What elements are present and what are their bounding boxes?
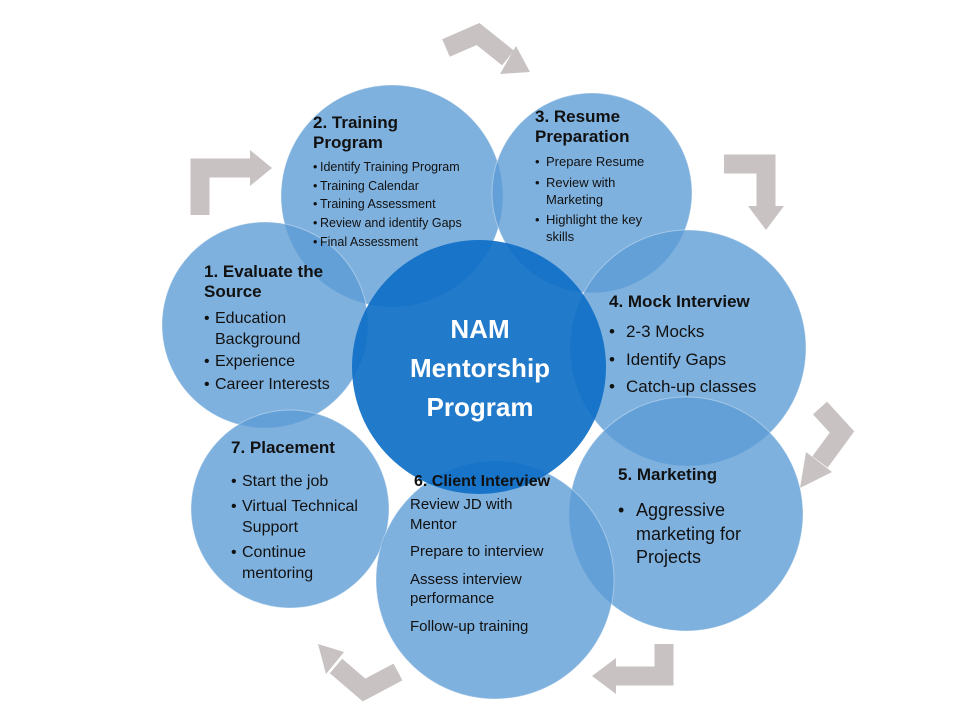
step-placement: 7. Placement Start the job Virtual Techn…: [231, 438, 391, 584]
step-evaluate-title: 1. Evaluate the Source: [204, 262, 354, 303]
center-title-line1: NAM: [380, 310, 580, 349]
list-item: Follow-up training: [410, 617, 590, 637]
step-client-title: 6. Client Interview: [414, 472, 590, 491]
list-item: 2-3 Mocks: [609, 318, 789, 345]
step-client-list: Review JD with Mentor Prepare to intervi…: [410, 495, 590, 636]
step-evaluate-title-line2: Source: [204, 282, 354, 302]
step-resume-list: Prepare Resume Review with Marketing Hig…: [535, 154, 675, 246]
arrow-5-to-6: [592, 644, 664, 694]
list-item: Training Calendar: [313, 177, 493, 196]
step-mock-title: 4. Mock Interview: [609, 292, 789, 312]
arrow-1-to-2: [200, 150, 272, 215]
list-item: Continue mentoring: [231, 543, 332, 585]
step-resume-preparation: 3. Resume Preparation Prepare Resume Rev…: [535, 107, 675, 246]
list-item: Catch-up classes: [609, 373, 789, 400]
center-title-line3: Program: [380, 388, 580, 427]
step-resume-title: 3. Resume Preparation: [535, 107, 675, 148]
list-item: Education Background: [204, 309, 315, 351]
arrow-2-to-3: [446, 34, 530, 74]
list-item: Virtual Technical Support: [231, 497, 391, 539]
list-item: Experience: [204, 352, 354, 373]
step-marketing: 5. Marketing Aggressive marketing for Pr…: [618, 465, 778, 570]
list-item: Final Assessment: [313, 233, 493, 252]
list-item: Highlight the key skills: [535, 212, 656, 246]
step-mock-interview: 4. Mock Interview 2-3 Mocks Identify Gap…: [609, 292, 789, 400]
step-marketing-title: 5. Marketing: [618, 465, 778, 485]
center-title: NAM Mentorship Program: [380, 310, 580, 427]
step-placement-title: 7. Placement: [231, 438, 391, 458]
list-item: Review with Marketing: [535, 175, 636, 209]
list-item: Identify Training Program: [313, 158, 493, 177]
list-item: Start the job: [231, 472, 391, 493]
step-resume-title-line1: 3. Resume: [535, 107, 675, 127]
step-training-program: 2. Training Program Identify Training Pr…: [313, 113, 493, 252]
step-placement-list: Start the job Virtual Technical Support …: [231, 472, 391, 584]
list-item: Identify Gaps: [609, 346, 789, 373]
list-item: Assess interview performance: [410, 570, 560, 609]
list-item: Review and identify Gaps: [313, 214, 493, 233]
step-training-title-line1: 2. Training: [313, 113, 493, 133]
list-item: Aggressive marketing for Projects: [618, 499, 768, 569]
list-item: Career Interests: [204, 375, 354, 396]
step-resume-title-line2: Preparation: [535, 127, 675, 147]
arrow-4-to-5: [800, 408, 842, 488]
list-item: Training Assessment: [313, 195, 493, 214]
step-marketing-list: Aggressive marketing for Projects: [618, 499, 778, 569]
step-training-list: Identify Training Program Training Calen…: [313, 158, 493, 252]
list-item: Prepare to interview: [410, 542, 590, 562]
center-title-line2: Mentorship: [380, 349, 580, 388]
list-item: Prepare Resume: [535, 154, 675, 171]
step-mock-list: 2-3 Mocks Identify Gaps Catch-up classes: [609, 318, 789, 400]
step-evaluate-source: 1. Evaluate the Source Education Backgro…: [204, 262, 354, 396]
step-training-title: 2. Training Program: [313, 113, 493, 154]
arrow-3-to-4: [724, 164, 784, 230]
arrow-6-to-7: [318, 644, 398, 690]
list-item: Review JD with Mentor: [410, 495, 530, 534]
step-evaluate-list: Education Background Experience Career I…: [204, 309, 354, 396]
step-client-interview: 6. Client Interview Review JD with Mento…: [410, 472, 590, 636]
step-training-title-line2: Program: [313, 133, 493, 153]
step-evaluate-title-line1: 1. Evaluate the: [204, 262, 354, 282]
